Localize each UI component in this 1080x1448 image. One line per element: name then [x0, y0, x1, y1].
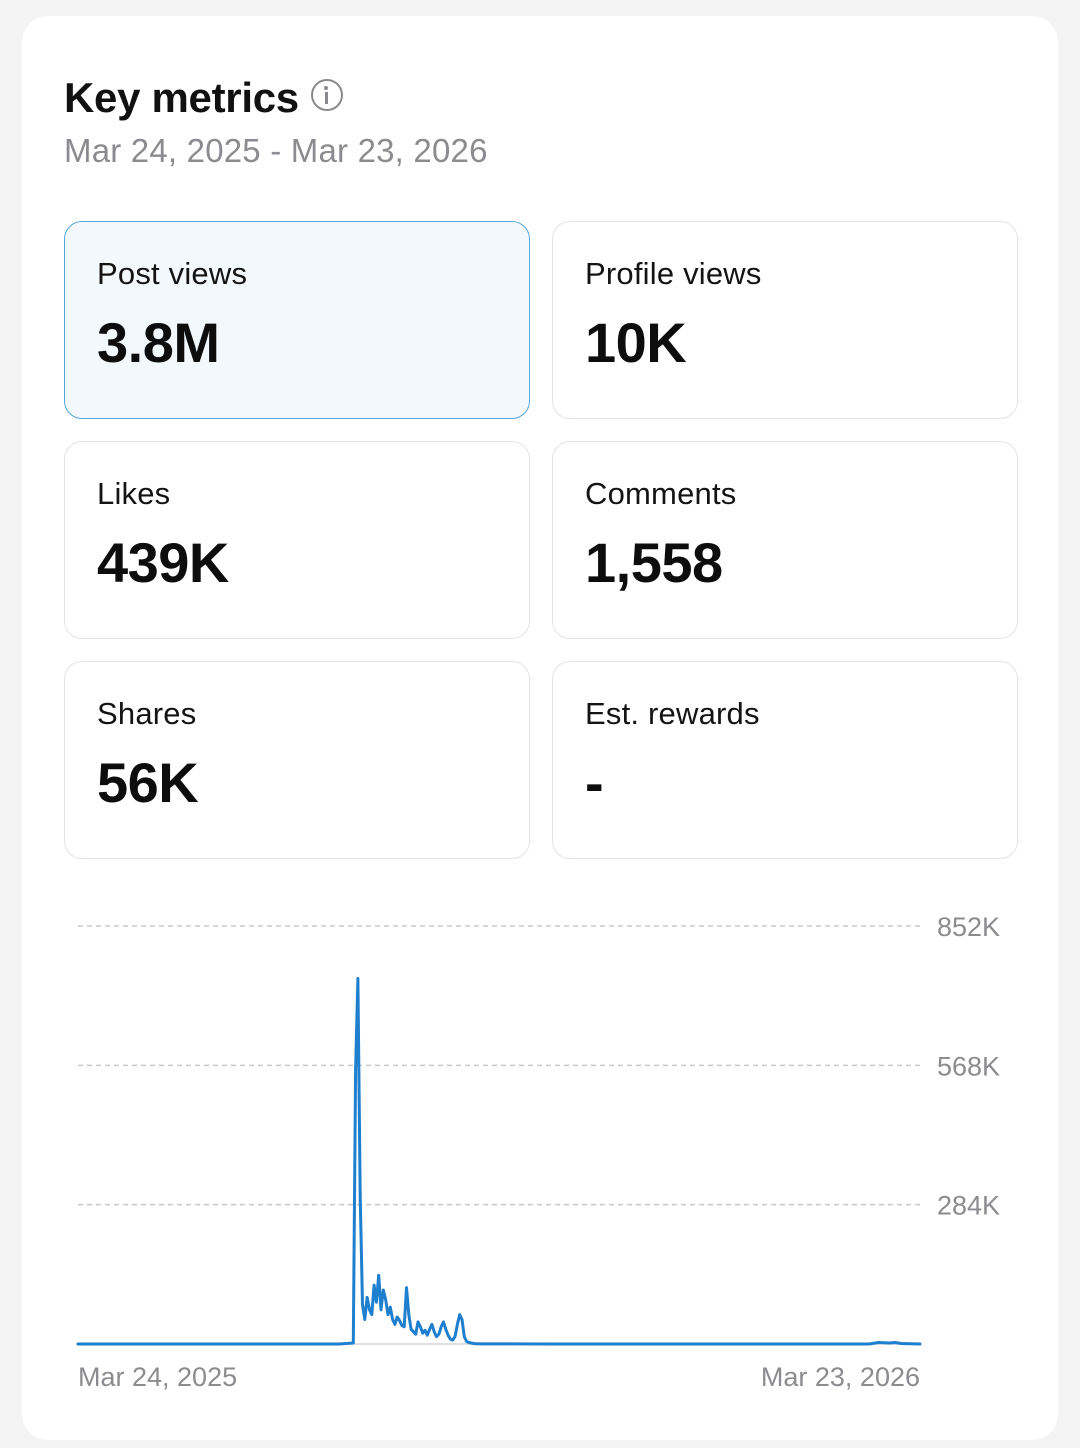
metric-card-profile-views[interactable]: Profile views 10K [552, 221, 1018, 419]
metric-card-post-views[interactable]: Post views 3.8M [64, 221, 530, 419]
x-tick-label-start: Mar 24, 2025 [78, 1362, 237, 1392]
key-metrics-card: Key metrics Mar 24, 2025 - Mar 23, 2026 … [22, 16, 1058, 1440]
date-range: Mar 24, 2025 - Mar 23, 2026 [64, 132, 488, 169]
metric-card-shares[interactable]: Shares 56K [64, 661, 530, 859]
metric-card-comments[interactable]: Comments 1,558 [552, 441, 1018, 639]
metric-label: Post views [97, 256, 248, 291]
metric-label: Comments [585, 476, 737, 511]
info-icon[interactable] [310, 79, 343, 111]
metric-value: 56K [97, 751, 199, 814]
metric-value: 1,558 [585, 531, 723, 594]
metric-label: Likes [97, 476, 171, 511]
metric-value: 10K [585, 311, 687, 374]
title-row: Key metrics [64, 72, 488, 124]
metric-value: 3.8M [97, 311, 220, 374]
metric-label: Shares [97, 696, 197, 731]
metric-label: Est. rewards [585, 696, 760, 731]
metric-card-est-rewards[interactable]: Est. rewards - [552, 661, 1018, 859]
metric-label: Profile views [585, 256, 762, 291]
chart-svg: 852K 568K 284K Mar 24, 2025 Mar 23, 2026 [76, 912, 1000, 1392]
metric-value: - [585, 751, 604, 814]
page-title: Key metrics [64, 74, 299, 121]
metric-value: 439K [97, 531, 229, 594]
metrics-grid: Post views 3.8M Profile views 10K Likes … [64, 221, 1018, 859]
y-tick-label: 284K [937, 1191, 1000, 1221]
post-views-series-line [76, 977, 922, 1346]
header: Key metrics Mar 24, 2025 - Mar 23, 2026 [64, 72, 488, 170]
x-tick-label-end: Mar 23, 2026 [761, 1362, 920, 1392]
y-tick-label: 568K [937, 1051, 1000, 1081]
metric-card-likes[interactable]: Likes 439K [64, 441, 530, 639]
post-views-chart: 852K 568K 284K Mar 24, 2025 Mar 23, 2026 [22, 896, 1058, 1416]
y-tick-label: 852K [937, 912, 1000, 942]
